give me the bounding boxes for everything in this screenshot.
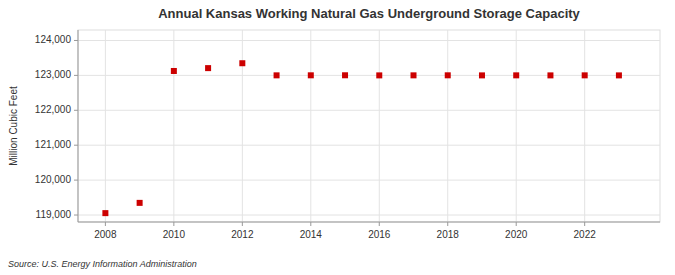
marks [102, 60, 622, 216]
y-tick-label: 119,000 [36, 209, 72, 220]
y-tick [74, 75, 78, 76]
data-point [513, 72, 519, 78]
data-point [616, 72, 622, 78]
y-tick [74, 40, 78, 41]
x-tick-label: 2014 [300, 229, 323, 240]
x-tick [379, 222, 380, 226]
x-tick-label: 2012 [231, 229, 254, 240]
x-tick [105, 222, 106, 226]
data-point [308, 72, 314, 78]
y-tick-label: 123,000 [35, 69, 72, 80]
y-axis-label: Million Cubic Feet [8, 86, 19, 166]
y-tick-label: 120,000 [35, 174, 72, 185]
y-grid-line [78, 40, 660, 41]
x-tick [447, 222, 448, 226]
data-point [205, 65, 211, 71]
data-point [582, 72, 588, 78]
data-point [342, 72, 348, 78]
x-grid-line [242, 30, 243, 222]
x-tick-label: 2018 [437, 229, 460, 240]
data-point [137, 200, 143, 206]
data-point [445, 72, 451, 78]
x-grid-line [173, 30, 174, 222]
x-tick [173, 222, 174, 226]
y-tick [74, 110, 78, 111]
data-point [239, 60, 245, 66]
grid [78, 30, 660, 222]
x-tick-label: 2010 [163, 229, 186, 240]
y-tick [74, 180, 78, 181]
y-tick-label: 124,000 [35, 34, 72, 45]
y-tick-label: 121,000 [35, 139, 72, 150]
y-grid-line [78, 215, 660, 216]
annotation: Source: U.S. Energy Information Administ… [8, 259, 197, 269]
data-point [102, 210, 108, 216]
x-grid-line [379, 30, 380, 222]
x-axis-line [78, 222, 660, 223]
x-grid-line [584, 30, 585, 222]
y-grid-line [78, 110, 660, 111]
y-axis-line [78, 30, 79, 222]
data-point [171, 68, 177, 74]
x-grid-line [310, 30, 311, 222]
x-tick [516, 222, 517, 226]
x-tick-label: 2008 [94, 229, 117, 240]
plot-area [78, 30, 660, 222]
data-point [274, 72, 280, 78]
x-grid-line [105, 30, 106, 222]
x-grid-line [447, 30, 448, 222]
x-tick [242, 222, 243, 226]
y-tick-label: 122,000 [35, 104, 72, 115]
data-point [479, 72, 485, 78]
y-grid-line [78, 145, 660, 146]
data-point [547, 72, 553, 78]
data-point [376, 72, 382, 78]
chart: 119,000 120,000 121,000 122,000 123,000 124,0… [0, 0, 675, 275]
title: Annual Kansas Working Natural Gas Underg… [158, 6, 580, 21]
y-tick [74, 145, 78, 146]
data-point [411, 72, 417, 78]
x-tick-label: 2022 [574, 229, 597, 240]
y-grid-line [78, 180, 660, 181]
x-tick [584, 222, 585, 226]
x-tick-label: 2020 [505, 229, 528, 240]
y-tick [74, 215, 78, 216]
chart-container: 119,000 120,000 121,000 122,000 123,000 124,0… [0, 0, 675, 275]
x-tick-label: 2016 [368, 229, 391, 240]
x-tick [310, 222, 311, 226]
x-grid-line [516, 30, 517, 222]
y-grid-line [78, 75, 660, 76]
